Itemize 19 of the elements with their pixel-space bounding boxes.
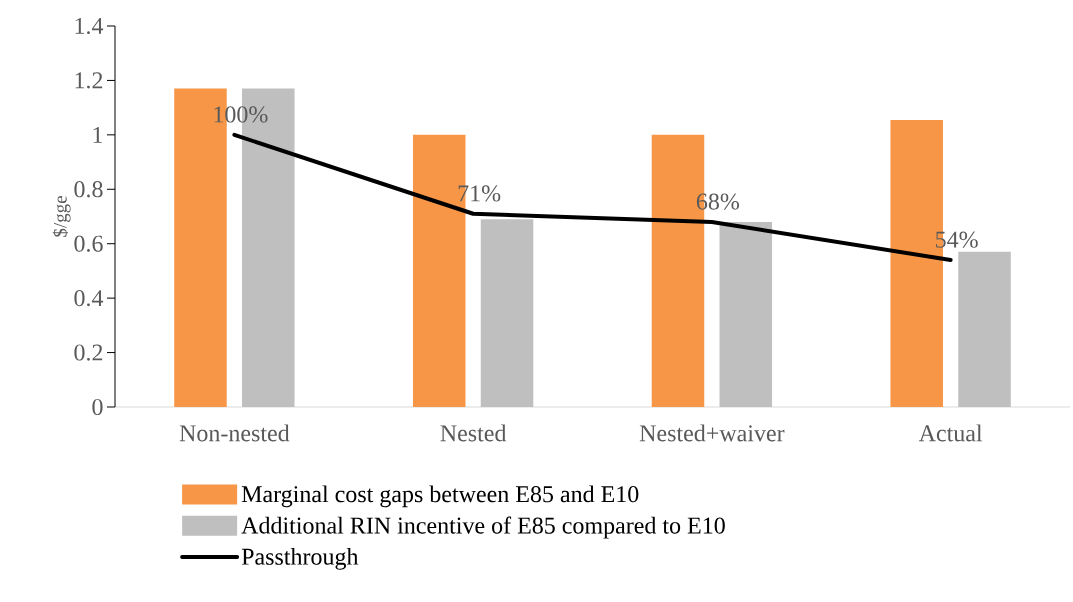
legend-label: Additional RIN incentive of E85 compared to E10 [241, 516, 725, 539]
y-tick-label: 0.2 [74, 344, 103, 361]
bar [719, 221, 773, 407]
bar [480, 219, 534, 407]
legend-label: Passthrough [241, 547, 359, 570]
y-tick-label: 1.2 [75, 72, 103, 89]
x-tick-label: Non-nested [179, 424, 290, 442]
y-tick-label: 1 [93, 126, 103, 143]
y-tick-label: 0.4 [74, 289, 104, 307]
x-tick-label: Actual [918, 424, 983, 442]
x-tick-label: Nested+waiver [639, 424, 785, 442]
bar [958, 251, 1011, 407]
legend-label: Marginal cost gaps between E85 and E10 [241, 485, 639, 508]
y-tick-label: 0 [92, 398, 103, 416]
y-tick-label: 0.6 [74, 235, 103, 252]
x-tick-label: Nested [440, 424, 507, 442]
y-axis-title: $/gge [52, 196, 71, 237]
y-tick-label: 0.8 [74, 181, 103, 198]
y-tick-label: 1.4 [75, 17, 104, 35]
